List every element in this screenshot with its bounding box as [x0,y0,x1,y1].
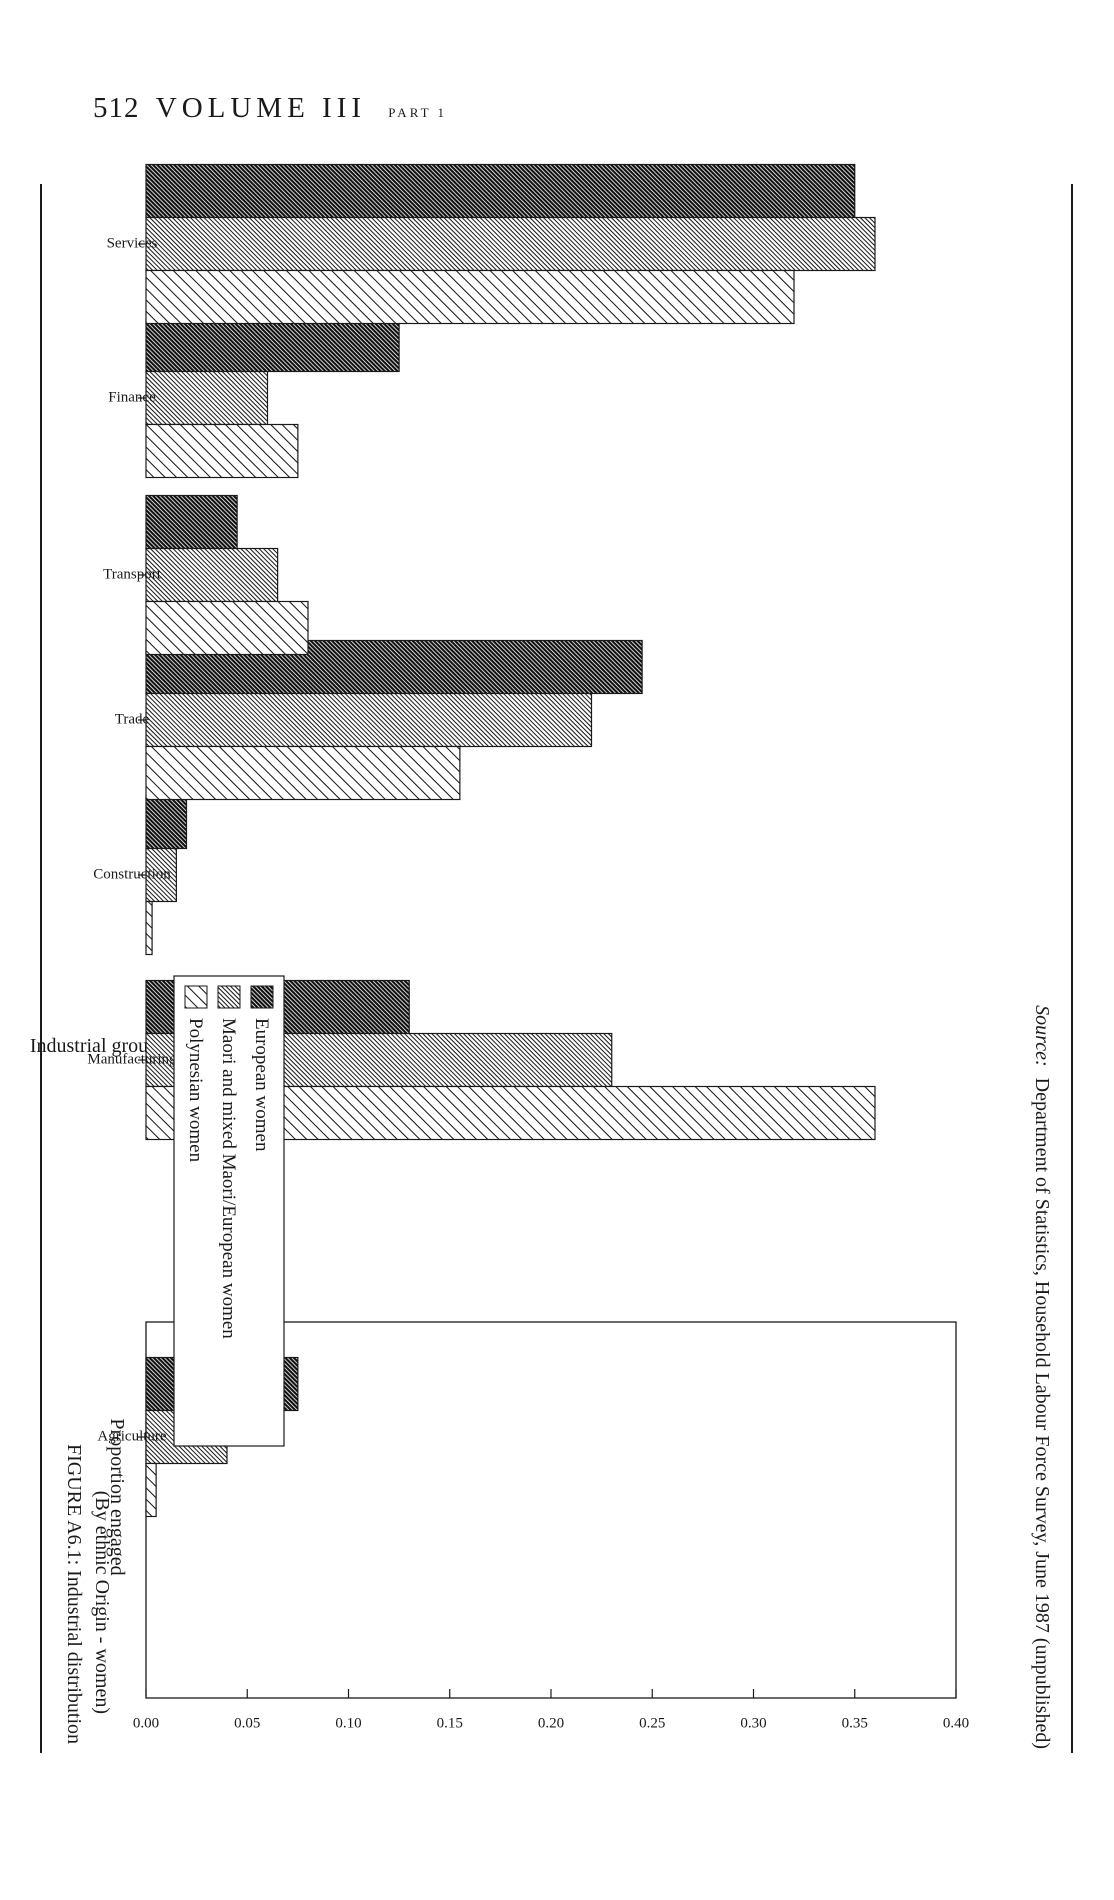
y-tick-label: 0.10 [335,1715,361,1731]
page-number: 512 [93,92,140,124]
bar-services-3 [145,269,795,325]
x-tick-label: Construction [93,866,171,882]
y-tick-label: 0.20 [538,1715,564,1731]
y-tick-label: 0.15 [437,1715,463,1731]
bar-manufacturing-3 [145,1085,876,1141]
x-tick-label: Services [107,235,158,251]
bar-transport-2 [145,547,279,603]
bar-finance-3 [145,423,299,479]
legend-box [173,975,285,1447]
x-tick-label: Trade [115,711,150,727]
source-text: Department of Statistics, Household Labo… [1031,1078,1053,1749]
y-tick-label: 0.30 [740,1715,766,1731]
source-line: Source: Department of Statistics, Househ… [1031,1005,1053,1749]
x-tick-label: Finance [108,389,156,405]
legend-swatch [217,985,241,1009]
chart-plot: 0.00 0.05 0.10 0.15 0.20 0.25 0.30 0.35 0.40 Prop… [30,163,969,1731]
y-axis-label: Proportion engaged [106,1418,128,1575]
legend-swatch [184,985,208,1009]
bar-services-1 [145,163,856,219]
y-tick-label: 0.35 [842,1715,868,1731]
y-tick-label: 0.05 [234,1715,260,1731]
x-tick-label: Transport [103,566,162,582]
bar-transport-3 [145,600,309,656]
page-header: 512 VOLUME III PART 1 [93,92,447,125]
bar-finance-1 [145,317,400,373]
figure-subcaption: (By ethnic Origin - women) [91,1491,113,1714]
bar-services-2 [145,216,876,272]
bar-trade-2 [145,692,593,748]
legend-swatch [250,985,274,1009]
figure-caption: FIGURE A6.1: Industrial distribution [63,1444,85,1744]
legend-label: Maori and mixed Maori/European women [218,1018,239,1339]
y-tick-label: 0.25 [639,1715,665,1731]
x-tick-label: Manufacturing [87,1051,177,1067]
y-tick-label: 0.40 [943,1715,969,1731]
bar-transport-1 [145,494,238,550]
bar-agriculture-3 [145,1462,157,1518]
x-tick-label: Agriculture [97,1428,166,1444]
source-label: Source: [1031,1005,1053,1066]
bar-finance-2 [145,370,269,426]
legend-label: European women [251,1018,272,1152]
x-axis-label: Industrial group [30,1035,158,1057]
bar-construction-1 [145,794,188,850]
y-tick-label: 0.00 [133,1715,159,1731]
legend-label: Polynesian women [185,1018,206,1163]
part-label: PART 1 [388,105,448,120]
volume-label: VOLUME III [155,92,367,124]
bar-trade-3 [145,745,461,801]
bar-construction-3 [145,900,153,956]
